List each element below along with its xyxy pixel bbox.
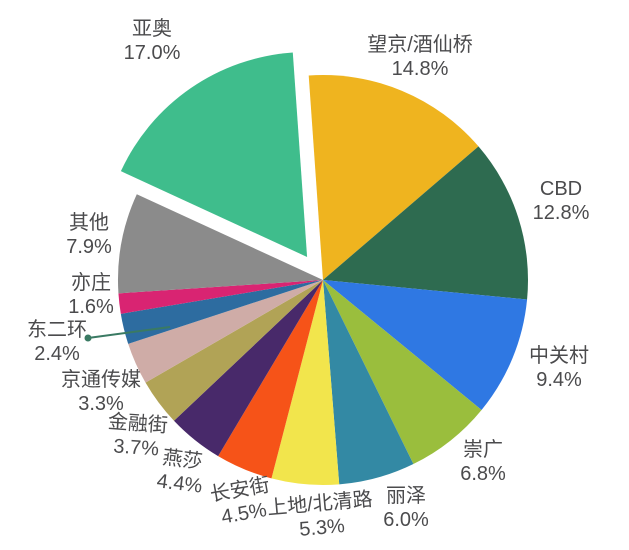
pie-slice-3	[323, 280, 482, 464]
pie-slice-11	[118, 280, 324, 314]
pie-slice-4	[323, 280, 414, 485]
leader-line	[87, 326, 171, 339]
pie-slice-6	[218, 280, 323, 479]
pie-slice-7	[173, 280, 323, 457]
pie-slice-1	[323, 146, 529, 300]
pie-slice-0	[308, 75, 479, 280]
pie-slice-10	[120, 280, 323, 344]
pie-slice-13	[120, 52, 308, 257]
pie-slice-8	[145, 280, 323, 421]
pie-slice-2	[323, 280, 528, 410]
leader-line-dot	[84, 334, 92, 342]
pie-slice-12	[117, 194, 323, 294]
pie-slice-5	[271, 280, 340, 486]
pie-slice-9	[128, 280, 323, 383]
